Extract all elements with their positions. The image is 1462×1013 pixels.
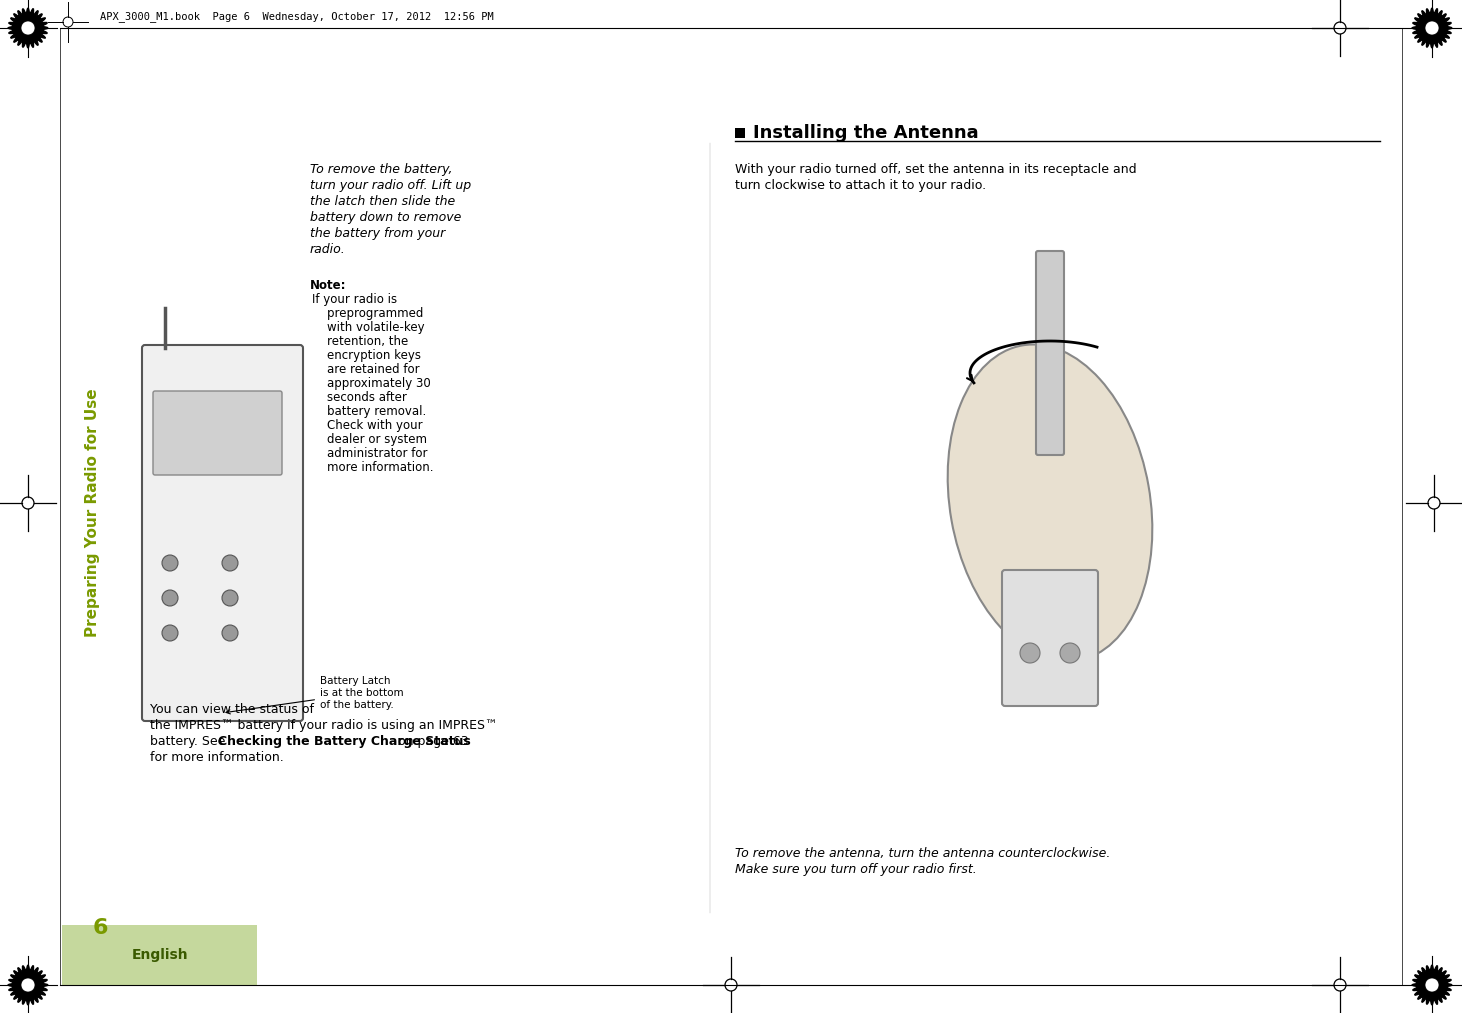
Text: preprogrammed: preprogrammed — [311, 307, 424, 320]
Text: retention, the: retention, the — [311, 335, 408, 348]
FancyBboxPatch shape — [142, 345, 303, 721]
Text: Installing the Antenna: Installing the Antenna — [753, 124, 978, 142]
Polygon shape — [9, 8, 48, 48]
Text: turn your radio off. Lift up: turn your radio off. Lift up — [310, 179, 471, 192]
FancyBboxPatch shape — [1001, 570, 1098, 706]
Polygon shape — [1412, 965, 1452, 1005]
Polygon shape — [1412, 8, 1452, 48]
Text: on page 63: on page 63 — [395, 735, 469, 748]
Text: more information.: more information. — [311, 461, 434, 474]
Text: With your radio turned off, set the antenna in its receptacle and: With your radio turned off, set the ante… — [735, 163, 1136, 176]
Circle shape — [162, 555, 178, 571]
Text: Battery Latch
is at the bottom
of the battery.: Battery Latch is at the bottom of the ba… — [227, 677, 404, 714]
Text: the battery from your: the battery from your — [310, 227, 446, 240]
Text: Note:: Note: — [310, 279, 346, 292]
Circle shape — [1020, 643, 1039, 663]
Text: administrator for: administrator for — [311, 447, 427, 460]
Text: battery down to remove: battery down to remove — [310, 211, 462, 224]
Text: Checking the Battery Charge Status: Checking the Battery Charge Status — [218, 735, 471, 748]
Text: the latch then slide the: the latch then slide the — [310, 194, 455, 208]
Text: battery. See: battery. See — [151, 735, 230, 748]
Circle shape — [20, 21, 35, 35]
Text: are retained for: are retained for — [311, 363, 420, 376]
Text: for more information.: for more information. — [151, 751, 284, 764]
Text: Check with your: Check with your — [311, 419, 423, 432]
Text: APX_3000_M1.book  Page 6  Wednesday, October 17, 2012  12:56 PM: APX_3000_M1.book Page 6 Wednesday, Octob… — [99, 11, 494, 22]
FancyBboxPatch shape — [154, 391, 282, 475]
FancyBboxPatch shape — [1037, 251, 1064, 455]
Text: the IMPRES™ battery if your radio is using an IMPRES™: the IMPRES™ battery if your radio is usi… — [151, 719, 497, 732]
Text: with volatile-key: with volatile-key — [311, 321, 424, 334]
Text: turn clockwise to attach it to your radio.: turn clockwise to attach it to your radi… — [735, 179, 987, 192]
Circle shape — [20, 978, 35, 992]
Circle shape — [162, 590, 178, 606]
Text: To remove the battery,: To remove the battery, — [310, 163, 453, 176]
Text: Make sure you turn off your radio first.: Make sure you turn off your radio first. — [735, 863, 977, 876]
Circle shape — [1060, 643, 1080, 663]
Text: If your radio is: If your radio is — [311, 293, 398, 306]
Circle shape — [222, 555, 238, 571]
Text: seconds after: seconds after — [311, 391, 406, 404]
Text: encryption keys: encryption keys — [311, 349, 421, 362]
Circle shape — [222, 625, 238, 641]
FancyBboxPatch shape — [61, 925, 257, 985]
Bar — [735, 128, 746, 138]
Text: dealer or system: dealer or system — [311, 433, 427, 446]
Circle shape — [222, 590, 238, 606]
Text: To remove the antenna, turn the antenna counterclockwise.: To remove the antenna, turn the antenna … — [735, 847, 1110, 860]
Text: approximately 30: approximately 30 — [311, 377, 431, 390]
Text: Preparing Your Radio for Use: Preparing Your Radio for Use — [85, 389, 101, 637]
Circle shape — [162, 625, 178, 641]
Text: You can view the status of: You can view the status of — [151, 703, 314, 716]
Text: 6: 6 — [92, 918, 108, 938]
Text: English: English — [132, 948, 189, 962]
Text: battery removal.: battery removal. — [311, 405, 427, 418]
Ellipse shape — [947, 344, 1152, 661]
Circle shape — [1425, 978, 1439, 992]
Polygon shape — [9, 965, 48, 1005]
Text: radio.: radio. — [310, 243, 345, 256]
Circle shape — [1425, 21, 1439, 35]
